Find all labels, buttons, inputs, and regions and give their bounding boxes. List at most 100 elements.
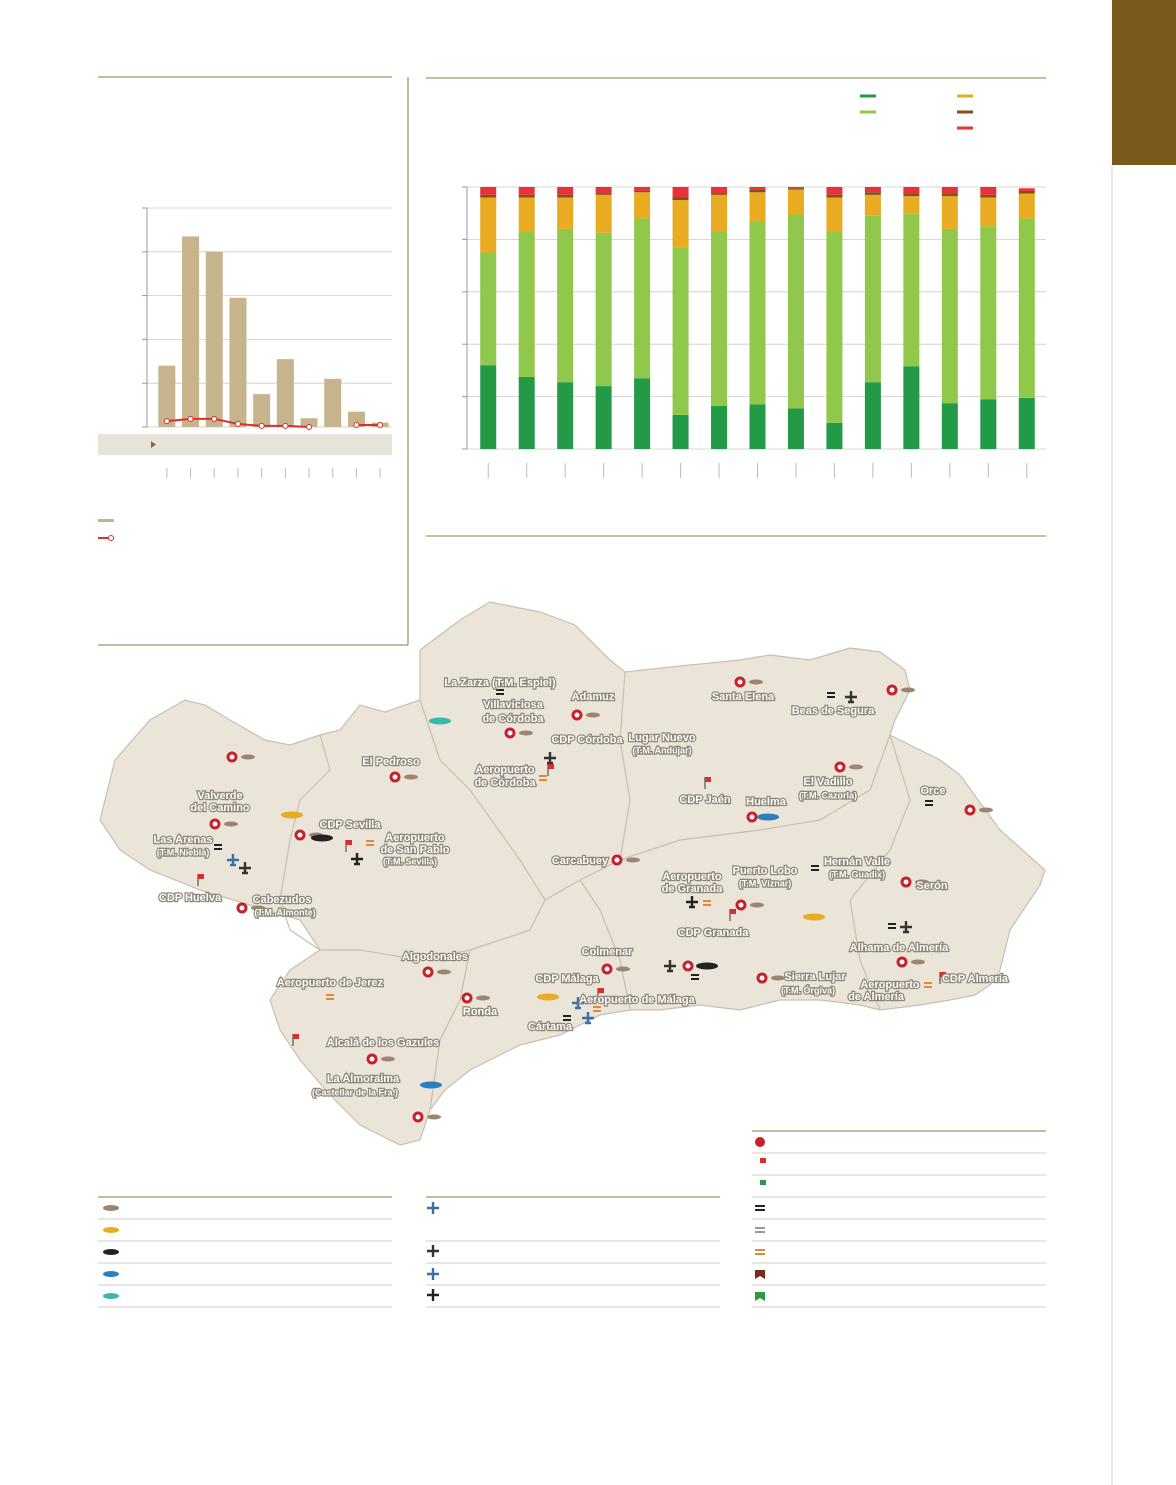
legend-icon	[427, 1268, 439, 1280]
map-label: (T.M. Andújar)	[632, 745, 691, 755]
map-label: (Castellar de la Fra.)	[312, 1087, 398, 1097]
bar-segment	[787, 188, 804, 190]
map-label: de San Pablo	[380, 844, 449, 856]
bar-segment	[557, 382, 574, 449]
flag-icon	[346, 840, 352, 845]
map-label: CDP Huelva	[159, 892, 222, 904]
station-icon	[604, 966, 610, 972]
band-arrow	[151, 441, 156, 448]
bar-segment	[864, 192, 881, 195]
plane-icon	[227, 854, 239, 867]
line-point	[234, 420, 241, 427]
map-label: de Granada	[662, 883, 723, 895]
map-label: Aeropuerto de Málaga	[579, 994, 695, 1006]
helicopter-icon	[281, 811, 303, 819]
station-icon	[614, 857, 620, 863]
legend-icon	[755, 1249, 765, 1251]
plane-icon	[900, 921, 912, 934]
station-icon	[369, 1056, 375, 1062]
bar	[205, 251, 223, 427]
map-label: de Almería	[848, 991, 905, 1003]
map-label: Serón	[916, 880, 947, 892]
legend-icon	[755, 1292, 765, 1301]
bar-segment	[595, 194, 612, 233]
station-icon	[685, 963, 691, 969]
helicopter-icon	[803, 913, 825, 921]
legend-icon	[103, 1205, 119, 1211]
map-label: Santa Elena	[712, 691, 775, 703]
bar-segment	[749, 189, 766, 193]
bar-segment	[711, 194, 728, 232]
legend-icon	[427, 1289, 439, 1301]
map-label: La Almoraima	[327, 1073, 400, 1085]
map-icons	[197, 676, 993, 1123]
helicopter-icon	[626, 857, 640, 863]
bar-segment	[711, 187, 728, 194]
map-label: CDP Málaga	[535, 973, 599, 985]
base-icon	[496, 689, 504, 691]
map-label: de Córdoba	[482, 713, 544, 725]
bar-segment	[1018, 193, 1035, 219]
legend-swatch	[860, 94, 876, 98]
map-label: Orce	[920, 785, 945, 797]
helicopter-icon	[537, 993, 559, 1001]
map-label: (T.M. Almonte)	[254, 907, 315, 917]
station-icon	[229, 754, 235, 760]
station-icon	[899, 959, 905, 965]
helicopter-icon	[224, 821, 238, 827]
helicopter-icon	[979, 807, 993, 813]
map-label: La Zarza (T.M. Espiel)	[444, 677, 556, 689]
bar-segment	[941, 403, 958, 449]
bar-segment	[480, 197, 497, 253]
bar-segment	[480, 194, 497, 198]
map-label: CDP Almería	[942, 973, 1009, 985]
map-label: Alcalá de los Gazules	[327, 1037, 440, 1049]
category-band	[98, 434, 392, 455]
map-label: (T.M. Cazorla)	[799, 790, 857, 800]
bar-segment	[634, 378, 651, 449]
bar-segment	[672, 197, 689, 201]
bar-segment	[711, 193, 728, 195]
line-point	[187, 415, 194, 422]
map-label: Carcabuey	[552, 855, 609, 867]
map-label: Aeropuerto	[385, 832, 445, 844]
bar-segment	[711, 231, 728, 406]
base-icon	[366, 840, 374, 842]
map-legend	[98, 1130, 1046, 1308]
station-icon	[749, 814, 755, 820]
map-label: de Córdoba	[474, 777, 536, 789]
base-icon	[593, 1010, 601, 1012]
base-icon	[563, 1019, 571, 1021]
map-label: Aeropuerto	[475, 764, 535, 776]
bar	[182, 236, 200, 427]
line-point	[211, 415, 218, 422]
station-icon	[297, 832, 303, 838]
map-label: El Vadillo	[804, 776, 853, 788]
helicopter-icon	[616, 966, 630, 972]
map-label: Sierra Lujar	[784, 971, 846, 983]
map-label: Villaviciosa	[483, 699, 544, 711]
helicopter-icon	[420, 1081, 442, 1089]
bar-segment	[480, 187, 497, 195]
station-icon	[464, 995, 470, 1001]
helicopter-icon	[311, 834, 333, 842]
legend-swatch	[860, 110, 876, 114]
legend-swatch	[108, 535, 114, 541]
helicopter-icon	[519, 730, 533, 736]
legend-icon	[427, 1245, 439, 1257]
flag-icon	[705, 777, 711, 782]
bar-segment	[634, 192, 651, 219]
map-label: Adamuz	[572, 691, 615, 703]
map-label: El Pedroso	[362, 756, 420, 768]
helicopter-icon	[901, 687, 915, 693]
helicopter-icon	[696, 962, 718, 970]
bar-segment	[1018, 190, 1035, 194]
map-label: Valverde	[197, 790, 242, 802]
bar-segment	[749, 404, 766, 449]
base-icon	[563, 1015, 571, 1017]
plane-icon	[845, 691, 857, 704]
legend-icon	[760, 1180, 766, 1185]
bar-segment	[903, 196, 920, 214]
bar-segment	[518, 187, 535, 195]
